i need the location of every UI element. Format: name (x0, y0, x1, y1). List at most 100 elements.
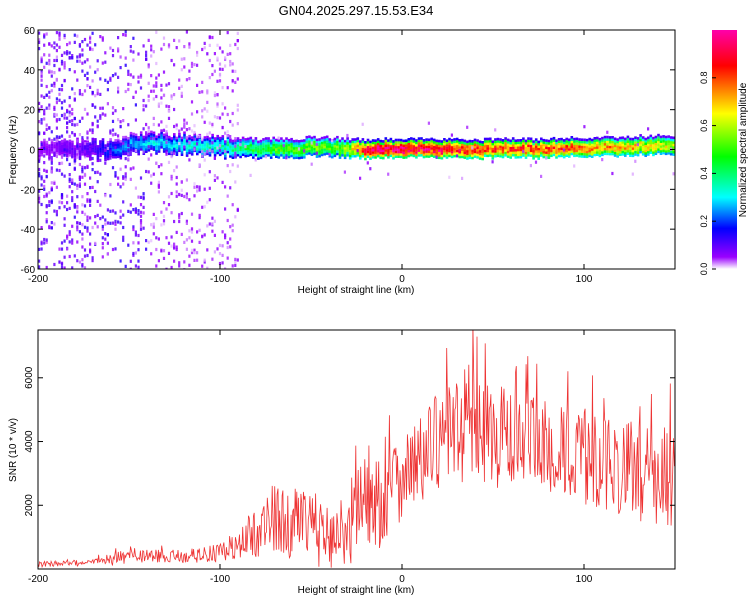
heatmap-cell (575, 154, 579, 157)
heatmap-cell (183, 65, 186, 69)
heatmap-cell (160, 223, 163, 227)
heatmap-cell (170, 139, 174, 143)
heatmap-cell (407, 145, 411, 148)
heatmap-cell (351, 143, 354, 146)
heatmap-cell (374, 144, 377, 147)
heatmap-cell (117, 145, 120, 149)
heatmap-cell (216, 146, 219, 150)
heatmap-cell (122, 145, 125, 148)
heatmap-cell (137, 195, 140, 199)
heatmap-cell (150, 142, 153, 146)
heatmap-cell (81, 61, 84, 65)
heatmap-cell (621, 148, 625, 151)
heatmap-cell (167, 116, 171, 120)
heatmap-cell (496, 144, 500, 148)
heatmap-cell (654, 147, 658, 151)
heatmap-cell (231, 163, 234, 167)
heatmap-cell (196, 189, 199, 193)
heatmap-cell (570, 145, 574, 149)
heatmap-cell (540, 139, 543, 143)
heatmap-cell (185, 192, 188, 196)
heatmap-cell (45, 169, 48, 174)
heatmap-cell (132, 225, 135, 229)
heatmap-cell (109, 140, 112, 144)
heatmap-cell (101, 147, 105, 151)
heatmap-cell (568, 152, 571, 156)
heatmap-cell (221, 135, 225, 138)
heatmap-cell (412, 137, 416, 141)
heatmap-cell (348, 142, 352, 146)
heatmap-cell (150, 223, 153, 227)
heatmap-cell (387, 151, 390, 154)
heatmap-cell (86, 199, 89, 203)
heatmap-cell (155, 30, 158, 34)
heatmap-cell (578, 140, 581, 144)
heatmap-cell (445, 141, 449, 145)
heatmap-cell (461, 141, 464, 144)
heatmap-cell (53, 181, 56, 185)
heatmap-cell (216, 93, 219, 97)
heatmap-cell (432, 145, 436, 149)
heatmap-cell (86, 164, 89, 168)
heatmap-cell (175, 194, 178, 198)
heatmap-cell (267, 142, 270, 145)
heatmap-cell (117, 155, 120, 159)
heatmap-cell (66, 236, 69, 240)
heatmap-cell (157, 140, 161, 144)
heatmap-cell (445, 151, 449, 154)
heatmap-cell (323, 148, 326, 151)
heatmap-cell (173, 140, 176, 143)
heatmap-cell (63, 116, 66, 120)
heatmap-cell (300, 151, 303, 155)
heatmap-cell (53, 81, 56, 86)
heatmap-cell (532, 142, 535, 146)
heatmap-cell (626, 142, 630, 146)
heatmap-cell (387, 156, 390, 159)
heatmap-cell (366, 143, 370, 147)
heatmap-cell (588, 154, 591, 158)
heatmap-cell (183, 145, 186, 149)
heatmap-cell (170, 58, 173, 63)
heatmap-cell (104, 148, 107, 152)
heatmap-cell (119, 149, 123, 153)
heatmap-cell (83, 266, 87, 269)
heatmap-cell (565, 142, 568, 146)
heatmap-cell (461, 138, 464, 142)
heatmap-cell (320, 141, 324, 145)
heatmap-cell (157, 138, 161, 141)
heatmap-cell (562, 153, 566, 156)
heatmap-cell (267, 137, 270, 140)
heatmap-cell (455, 144, 459, 148)
heatmap-cell (402, 146, 405, 150)
heatmap-cell (43, 184, 46, 189)
heatmap-cell (162, 150, 166, 153)
heatmap-cell (672, 153, 675, 156)
heatmap-cell (111, 106, 115, 110)
heatmap-cell (53, 105, 56, 109)
heatmap-cell (659, 147, 663, 151)
heatmap-cell (608, 140, 612, 144)
heatmap-cell (246, 142, 250, 145)
heatmap-cell (338, 144, 342, 147)
heatmap-cell (206, 140, 209, 144)
heatmap-cell (68, 139, 72, 143)
heatmap-cell (376, 150, 380, 153)
heatmap-cell (94, 115, 97, 119)
heatmap-cell (94, 143, 97, 147)
heatmap-cell (150, 89, 153, 93)
heatmap-cell (371, 139, 375, 142)
heatmap-cell (122, 141, 125, 145)
heatmap-cell (598, 154, 602, 158)
heatmap-cell (611, 152, 614, 156)
heatmap-cell (478, 140, 482, 144)
heatmap-cell (578, 145, 581, 148)
heatmap-cell (631, 142, 635, 146)
heatmap-cell (91, 185, 94, 189)
heatmap-cell (91, 147, 95, 150)
heatmap-cell (155, 135, 158, 138)
heatmap-cell (160, 129, 163, 132)
heatmap-cell (366, 148, 370, 151)
heatmap-cell (550, 154, 553, 158)
heatmap-cell (361, 150, 365, 153)
heatmap-cell (224, 185, 227, 189)
